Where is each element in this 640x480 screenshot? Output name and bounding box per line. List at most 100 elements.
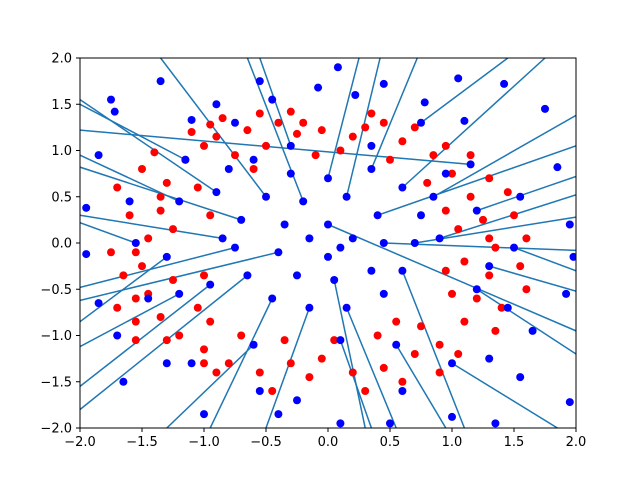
red-point xyxy=(485,234,494,243)
red-point xyxy=(448,289,456,298)
segment-line xyxy=(439,194,576,240)
blue-point xyxy=(565,220,574,229)
red-point xyxy=(503,188,512,197)
red-point xyxy=(472,294,481,303)
blue-point xyxy=(293,396,301,405)
red-point xyxy=(175,331,184,340)
red-point xyxy=(460,257,469,266)
blue-point xyxy=(243,271,252,280)
blue-point xyxy=(429,192,438,201)
red-point xyxy=(119,271,128,280)
blue-point xyxy=(82,250,91,259)
x-tick-label: −2.0 xyxy=(64,435,96,450)
red-point xyxy=(361,123,370,132)
red-point xyxy=(348,132,357,141)
y-tick-label: 2.0 xyxy=(51,52,72,67)
red-point xyxy=(138,165,146,173)
blue-point xyxy=(280,220,289,229)
x-tick-label: 0.0 xyxy=(318,435,339,450)
blue-point xyxy=(274,248,283,257)
red-point xyxy=(448,169,456,178)
blue-point xyxy=(565,398,574,407)
blue-point xyxy=(336,243,345,252)
red-point xyxy=(200,345,208,354)
blue-point xyxy=(231,118,239,127)
blue-point xyxy=(314,83,323,92)
y-tick-label: 1.5 xyxy=(51,98,72,113)
blue-point xyxy=(162,252,171,261)
blue-point xyxy=(324,220,332,229)
red-point xyxy=(255,109,264,118)
red-point xyxy=(255,368,264,377)
x-tick-label: 1.0 xyxy=(442,435,463,450)
red-point xyxy=(113,303,122,312)
blue-point xyxy=(448,359,456,368)
red-point xyxy=(144,234,153,243)
red-point xyxy=(156,206,165,215)
red-point xyxy=(193,183,202,192)
blue-point xyxy=(224,165,233,173)
blue-point xyxy=(441,169,450,178)
blue-point xyxy=(212,100,221,109)
red-point xyxy=(491,326,500,335)
blue-point xyxy=(367,141,376,150)
blue-point xyxy=(342,303,351,312)
blue-point xyxy=(379,289,388,298)
segment-line xyxy=(377,145,576,216)
blue-point xyxy=(336,419,345,428)
red-point xyxy=(311,151,320,160)
red-point xyxy=(485,271,494,280)
blue-point xyxy=(274,410,283,419)
blue-point xyxy=(94,299,103,308)
blue-point xyxy=(336,336,345,345)
blue-point xyxy=(268,95,277,104)
blue-point xyxy=(373,211,382,220)
red-point xyxy=(224,359,233,368)
segment-line xyxy=(476,288,576,355)
red-point xyxy=(200,359,208,368)
red-point xyxy=(206,120,215,129)
segment-line xyxy=(433,114,576,198)
blue-point xyxy=(249,155,258,164)
blue-point xyxy=(175,289,184,298)
red-point xyxy=(107,248,115,257)
blue-point xyxy=(156,77,165,86)
red-point xyxy=(268,387,277,395)
red-point xyxy=(429,151,438,160)
blue-point xyxy=(398,387,407,395)
blue-point xyxy=(187,359,196,368)
blue-point xyxy=(187,115,196,124)
red-point xyxy=(386,155,394,164)
axes-frame xyxy=(79,57,577,429)
y-tick-label: −2.0 xyxy=(40,422,72,437)
blue-point xyxy=(379,239,388,247)
blue-point xyxy=(541,104,549,113)
red-point xyxy=(317,126,326,135)
red-point xyxy=(212,132,221,141)
red-point xyxy=(522,285,531,294)
blue-point xyxy=(503,303,512,312)
segment-line xyxy=(488,265,576,292)
red-point xyxy=(435,368,444,377)
red-point xyxy=(435,340,444,349)
red-point xyxy=(243,126,252,135)
red-point xyxy=(367,109,376,118)
red-point xyxy=(262,141,270,150)
red-point xyxy=(169,225,177,234)
red-point xyxy=(156,313,165,321)
red-point xyxy=(125,211,134,220)
segment-line xyxy=(80,214,223,240)
blue-point xyxy=(569,252,576,261)
red-point xyxy=(379,118,388,127)
blue-point xyxy=(553,163,562,172)
y-tick-label: 1.0 xyxy=(51,144,72,159)
segment-line xyxy=(401,270,466,428)
segment-line xyxy=(246,58,304,202)
red-point xyxy=(441,141,450,150)
red-point xyxy=(392,317,401,326)
x-tick-label: −1.0 xyxy=(188,435,220,450)
blue-point xyxy=(466,160,475,169)
red-point xyxy=(398,137,407,146)
red-point xyxy=(274,118,283,127)
